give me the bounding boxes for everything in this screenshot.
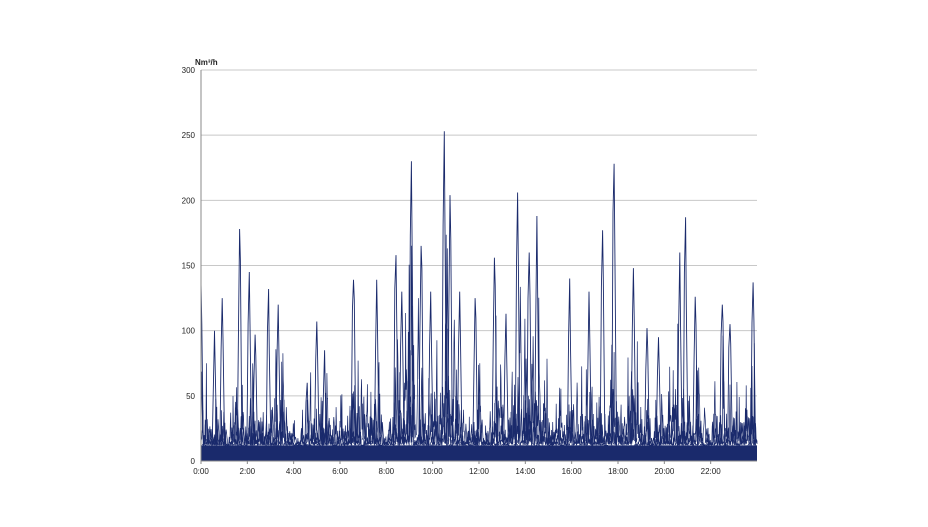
x-tick-label: 22:00: [701, 467, 722, 476]
x-tick-label: 14:00: [515, 467, 536, 476]
x-tick-label: 8:00: [379, 467, 395, 476]
peak-trace: [600, 230, 605, 445]
x-tick-label: 2:00: [240, 467, 256, 476]
x-tick-label: 16:00: [562, 467, 583, 476]
y-tick-label: 250: [182, 131, 196, 140]
peak-trace: [473, 298, 478, 445]
x-tick-label: 12:00: [469, 467, 490, 476]
x-tick-label: 18:00: [608, 467, 629, 476]
x-tick-label: 10:00: [423, 467, 444, 476]
y-tick-label: 50: [186, 392, 195, 401]
x-tick-label: 4:00: [286, 467, 302, 476]
peak-trace: [428, 292, 433, 446]
gridlines: [201, 70, 757, 396]
activity-trace: [308, 444, 312, 445]
activity-trace: [405, 411, 409, 444]
activity-trace: [752, 343, 756, 442]
activity-trace: [560, 445, 564, 446]
activity-trace: [693, 442, 697, 445]
flow-series: [201, 131, 757, 461]
activity-trace: [704, 445, 708, 446]
peak-trace: [504, 314, 509, 446]
y-tick-label: 300: [182, 66, 196, 75]
y-axis-label: Nm³/h: [195, 58, 218, 67]
x-tick-label: 0:00: [193, 467, 209, 476]
x-tick-label: 20:00: [654, 467, 675, 476]
x-tick-label: 6:00: [332, 467, 348, 476]
y-tick-label: 100: [182, 327, 196, 336]
baseline-band: [201, 445, 757, 461]
activity-trace: [469, 445, 473, 446]
activity-trace: [635, 341, 639, 442]
x-tick-labels: 0:00 2:00 4:00 6:00 8:00 10:00 12:00 14:00 16:00…: [193, 461, 721, 476]
activity-trace: [721, 336, 725, 443]
y-tick-label: 0: [191, 457, 196, 466]
y-tick-label: 200: [182, 196, 196, 205]
y-tick-labels: 0 50 100 150 200 250 300: [182, 66, 196, 466]
y-tick-label: 150: [182, 262, 196, 271]
